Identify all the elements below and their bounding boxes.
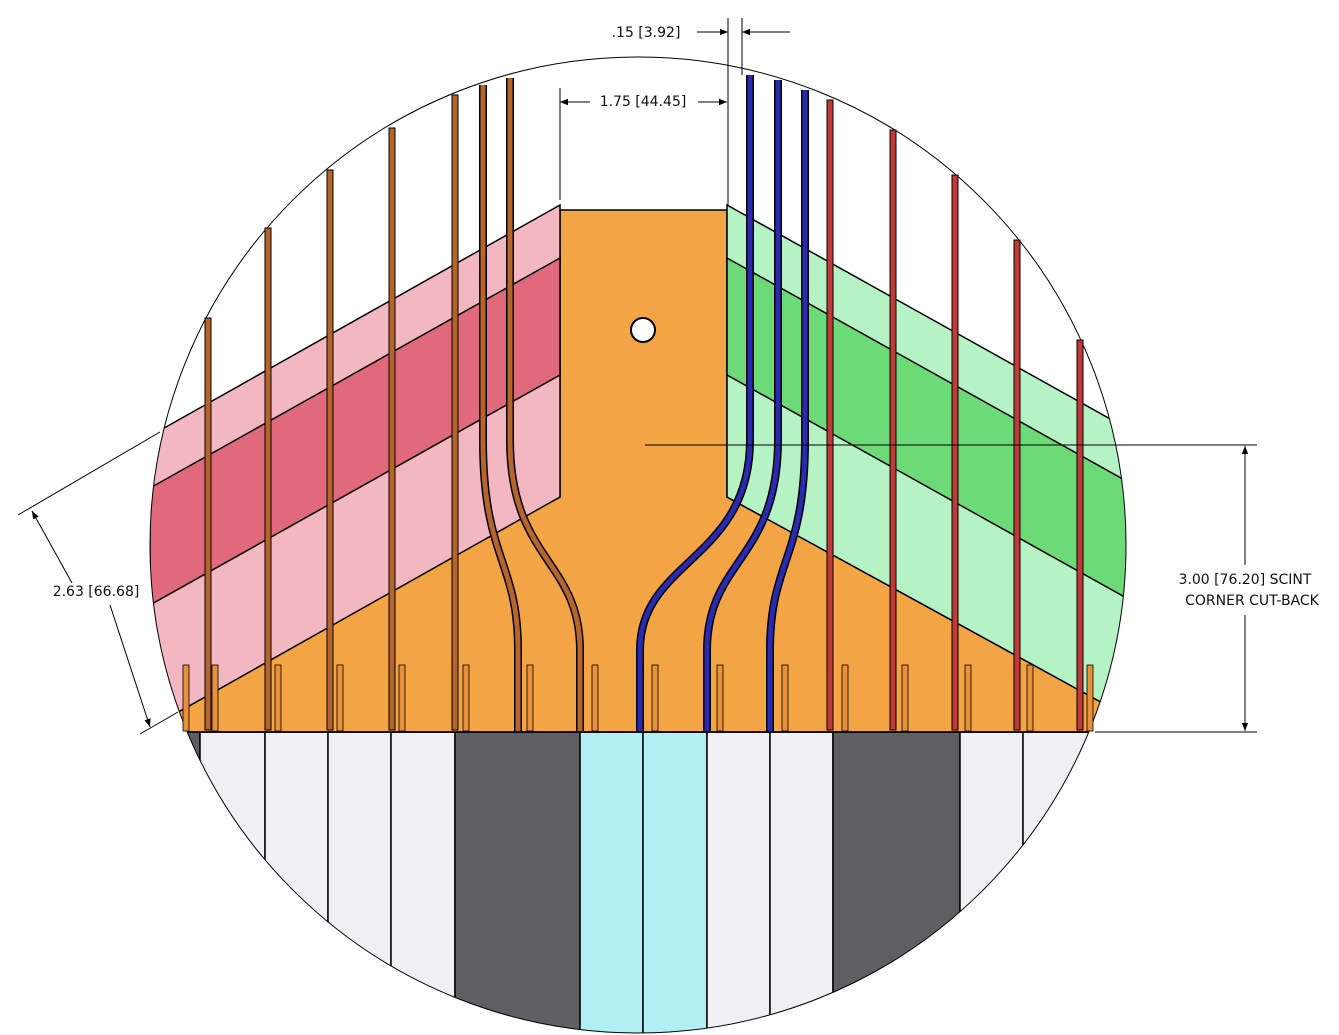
- rod: [451, 94, 459, 731]
- rod: [204, 317, 212, 731]
- strip: [706, 731, 771, 1033]
- dim-center-width: 1.75 [44.45]: [600, 94, 687, 110]
- dim-cut-back-2: CORNER CUT-BACK: [1185, 593, 1320, 609]
- strip: [264, 731, 329, 1033]
- strip: [390, 731, 456, 1033]
- rib: [964, 664, 972, 732]
- rod: [889, 129, 897, 731]
- rod: [388, 127, 396, 731]
- dimensions: .15 [3.92] 1.75 [44.45] 3.00 [76.20] SCI…: [17, 18, 1320, 735]
- outline: [149, 56, 1127, 1034]
- rib: [526, 664, 534, 732]
- strip: [959, 731, 1024, 1033]
- rib: [841, 664, 849, 732]
- rib: [182, 664, 190, 732]
- strip: [769, 731, 834, 1033]
- dim-diagonal: 2.63 [66.68]: [53, 584, 140, 600]
- dim-wall-gap: .15 [3.92]: [612, 25, 681, 41]
- strip: [454, 731, 581, 1033]
- rib: [274, 664, 282, 732]
- tube: [637, 75, 753, 731]
- rib: [716, 664, 724, 732]
- strip: [150, 731, 201, 1033]
- rod: [1013, 239, 1021, 731]
- rib: [1026, 664, 1034, 732]
- strip: [642, 731, 708, 1033]
- rib: [336, 664, 344, 732]
- rod: [326, 169, 334, 731]
- rod: [1076, 339, 1084, 731]
- rod: [951, 174, 959, 731]
- hole: [630, 317, 656, 343]
- rib: [398, 664, 406, 732]
- dim-cut-back-1: 3.00 [76.20] SCINT: [1179, 572, 1312, 588]
- rods: [182, 75, 1094, 732]
- rib: [901, 664, 909, 732]
- rib: [651, 664, 659, 732]
- rod: [264, 227, 272, 731]
- rib: [781, 664, 789, 732]
- strip: [1022, 731, 1126, 1033]
- tube: [480, 85, 521, 731]
- strip: [327, 731, 392, 1033]
- rib: [462, 664, 470, 732]
- strip: [832, 731, 961, 1033]
- rod: [826, 99, 834, 731]
- tube: [704, 80, 781, 731]
- strip: [579, 731, 644, 1033]
- rib: [1086, 664, 1094, 732]
- rib: [211, 664, 219, 732]
- tube: [507, 78, 583, 731]
- strip: [199, 731, 266, 1033]
- rib: [591, 664, 599, 732]
- tube: [767, 90, 808, 731]
